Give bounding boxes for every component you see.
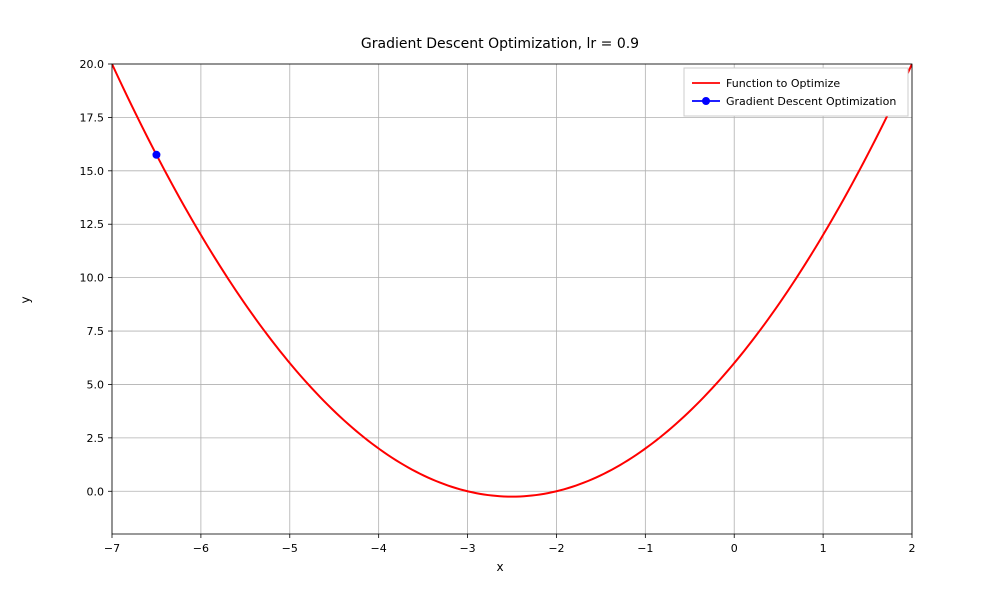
x-tick-label: 1 (820, 542, 827, 555)
legend-label: Function to Optimize (726, 77, 840, 90)
x-tick-label: 2 (909, 542, 916, 555)
x-tick-label: −7 (104, 542, 120, 555)
y-axis-label: y (19, 296, 33, 303)
y-tick-label: 5.0 (87, 378, 105, 391)
legend-frame (684, 68, 908, 116)
chart-svg: −7−6−5−4−3−2−10120.02.55.07.510.012.515.… (0, 0, 1000, 600)
x-tick-label: −6 (193, 542, 209, 555)
y-tick-label: 17.5 (80, 111, 105, 124)
legend: Function to Optimize Gradient Descent Opt… (684, 68, 908, 116)
y-tick-label: 20.0 (80, 58, 105, 71)
y-tick-label: 7.5 (87, 325, 105, 338)
x-tick-label: −4 (371, 542, 387, 555)
x-tick-label: −2 (548, 542, 564, 555)
descent-point (153, 151, 160, 158)
y-tick-label: 0.0 (87, 485, 105, 498)
y-tick-label: 2.5 (87, 432, 105, 445)
x-tick-label: 0 (731, 542, 738, 555)
x-tick-label: −1 (637, 542, 653, 555)
x-tick-label: −3 (459, 542, 475, 555)
x-axis-label: x (0, 560, 1000, 574)
x-tick-label: −5 (282, 542, 298, 555)
y-tick-label: 10.0 (80, 272, 105, 285)
legend-label: Gradient Descent Optimization (726, 95, 896, 108)
chart-title: Gradient Descent Optimization, lr = 0.9 (0, 36, 1000, 52)
plot-area (112, 64, 912, 534)
legend-swatch-marker (703, 98, 710, 105)
y-tick-label: 15.0 (80, 165, 105, 178)
y-tick-label: 12.5 (80, 218, 105, 231)
chart-container: Gradient Descent Optimization, lr = 0.9 … (0, 0, 1000, 600)
